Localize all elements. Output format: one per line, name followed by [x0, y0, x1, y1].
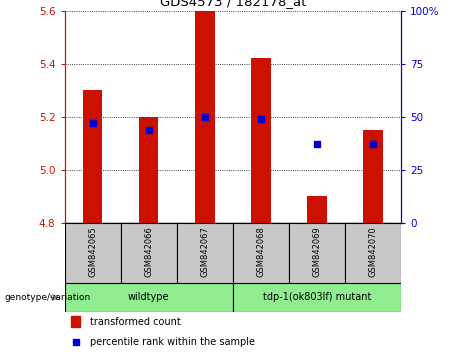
- Bar: [177, 223, 233, 283]
- Text: wildtype: wildtype: [128, 292, 170, 302]
- Text: GSM842065: GSM842065: [88, 226, 97, 277]
- Bar: [233, 223, 289, 283]
- Text: percentile rank within the sample: percentile rank within the sample: [90, 337, 255, 347]
- Bar: [71, 316, 80, 327]
- Text: tdp-1(ok803lf) mutant: tdp-1(ok803lf) mutant: [263, 292, 371, 302]
- Bar: [121, 223, 177, 283]
- Text: GSM842066: GSM842066: [144, 226, 153, 277]
- Text: GSM842068: GSM842068: [256, 226, 266, 277]
- Bar: [195, 11, 214, 223]
- Text: genotype/variation: genotype/variation: [5, 293, 91, 302]
- Text: GSM842069: GSM842069: [313, 226, 321, 277]
- Bar: [251, 58, 271, 223]
- Bar: [65, 223, 121, 283]
- Bar: [345, 223, 401, 283]
- Bar: [307, 196, 327, 223]
- Bar: [363, 130, 383, 223]
- Bar: [233, 283, 401, 312]
- Bar: [139, 117, 159, 223]
- Text: GSM842070: GSM842070: [368, 226, 378, 277]
- Text: transformed count: transformed count: [90, 316, 181, 327]
- Text: GSM842067: GSM842067: [200, 226, 209, 277]
- Bar: [289, 223, 345, 283]
- Bar: [65, 283, 233, 312]
- Bar: [83, 90, 102, 223]
- Title: GDS4573 / 182178_at: GDS4573 / 182178_at: [160, 0, 306, 8]
